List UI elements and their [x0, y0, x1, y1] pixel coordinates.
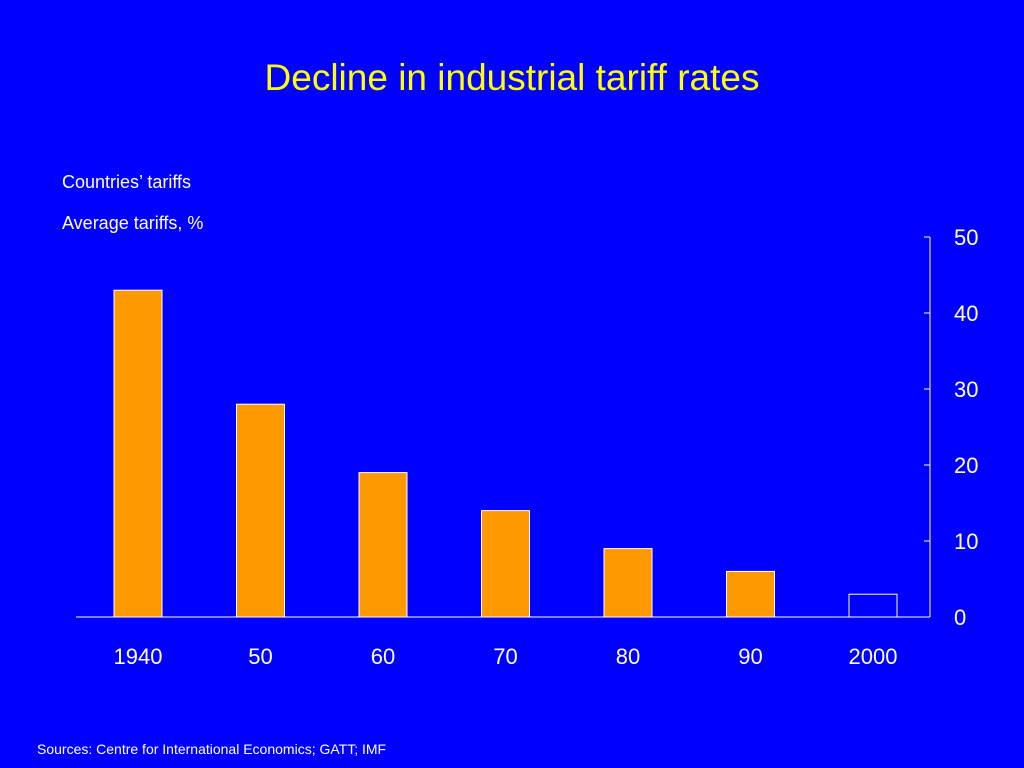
bar-2000: [848, 593, 898, 618]
x-tick-label: 80: [616, 644, 640, 669]
bar-70: [481, 510, 530, 618]
slide-title: Decline in industrial tariff rates: [264, 57, 760, 98]
x-tick-label: 1940: [114, 644, 163, 669]
y-tick-label: 30: [954, 377, 978, 402]
chart-subtitle: Countries’ tariffs: [62, 172, 192, 192]
y-tick-label: 50: [954, 225, 978, 250]
x-tick-label: 60: [371, 644, 395, 669]
y-tick-label: 10: [954, 529, 978, 554]
y-tick-label: 0: [954, 605, 966, 630]
bar-1940: [113, 289, 163, 618]
y-tick-label: 20: [954, 453, 978, 478]
x-tick-label: 70: [493, 644, 517, 669]
x-tick-label: 50: [248, 644, 272, 669]
y-tick-label: 40: [954, 301, 978, 326]
bar-80: [603, 548, 653, 618]
bar-60: [358, 472, 408, 618]
bar-50: [236, 403, 285, 618]
x-tick-label: 2000: [849, 644, 898, 669]
bar-90: [726, 570, 775, 618]
chart-unit-label: Average tariffs, %: [62, 213, 204, 233]
x-tick-label: 90: [738, 644, 762, 669]
source-note: Sources: Centre for International Econom…: [37, 741, 387, 757]
